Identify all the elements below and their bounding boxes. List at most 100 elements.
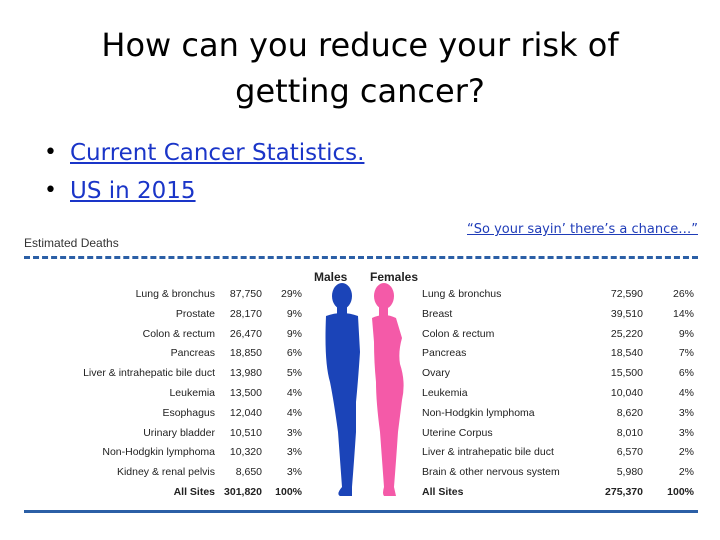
table-row: Esophagus 12,040 4%	[40, 407, 310, 427]
death-percent: 26%	[672, 288, 694, 300]
death-percent: 7%	[678, 347, 694, 360]
total-row: All Sites 275,370 100%	[422, 486, 698, 506]
chart-title: Estimated Deaths	[24, 236, 119, 250]
death-count: 26,470	[229, 327, 262, 340]
table-row: Kidney & renal pelvis 8,650 3%	[40, 466, 310, 486]
death-percent: 3%	[286, 446, 302, 459]
quote-link[interactable]: “So your sayin’ there’s a chance…”	[467, 222, 698, 237]
cancer-site: Esophagus	[162, 406, 215, 419]
table-row: Leukemia 10,040 4%	[422, 387, 698, 407]
bullet-item: • Current Cancer Statistics.	[44, 134, 364, 172]
death-percent: 5%	[286, 367, 302, 380]
death-percent: 3%	[678, 406, 694, 419]
bullet-dot-icon: •	[44, 140, 57, 165]
table-row: Uterine Corpus 8,010 3%	[422, 427, 698, 447]
death-count: 8,650	[235, 466, 262, 479]
cancer-site: Urinary bladder	[143, 426, 215, 439]
cancer-site: Breast	[422, 307, 453, 320]
cancer-site: Pancreas	[170, 347, 215, 360]
female-silhouette-icon	[372, 283, 404, 496]
death-percent: 29%	[280, 288, 302, 300]
death-percent: 6%	[678, 367, 694, 380]
silhouettes-graphic	[325, 283, 404, 496]
bullet-item: • US in 2015	[44, 172, 364, 210]
death-percent: 9%	[286, 307, 302, 320]
death-percent: 100%	[667, 486, 694, 498]
death-count: 10,510	[229, 426, 262, 439]
bullet-dot-icon: •	[44, 178, 57, 203]
death-count: 5,980	[616, 466, 643, 479]
male-silhouette-icon	[325, 283, 360, 496]
table-row: Breast 39,510 14%	[422, 308, 698, 328]
death-count: 13,980	[229, 367, 262, 380]
table-row: Non-Hodgkin lymphoma 10,320 3%	[40, 446, 310, 466]
death-count: 25,220	[610, 327, 643, 340]
current-cancer-statistics-link[interactable]: Current Cancer Statistics.	[70, 140, 365, 166]
death-count: 275,370	[605, 486, 643, 498]
table-row: Pancreas 18,540 7%	[422, 347, 698, 367]
cancer-site: Leukemia	[169, 387, 215, 399]
cancer-site: Pancreas	[422, 347, 467, 360]
cancer-site: Lung & bronchus	[135, 288, 215, 300]
death-percent: 3%	[286, 426, 302, 439]
cancer-site: Colon & rectum	[422, 327, 495, 340]
death-percent: 3%	[678, 426, 694, 439]
table-row: Brain & other nervous system 5,980 2%	[422, 466, 698, 486]
death-count: 10,040	[610, 387, 643, 399]
death-percent: 4%	[286, 387, 302, 399]
cancer-site: Lung & bronchus	[422, 288, 502, 300]
death-count: 12,040	[229, 406, 262, 419]
table-row: Lung & bronchus 72,590 26%	[422, 288, 698, 308]
table-row: Pancreas 18,850 6%	[40, 347, 310, 367]
death-percent: 3%	[286, 466, 302, 479]
death-count: 18,540	[610, 347, 643, 360]
table-row: Lung & bronchus 87,750 29%	[40, 288, 310, 308]
death-count: 28,170	[229, 307, 262, 320]
death-percent: 4%	[286, 406, 302, 419]
table-row: Liver & intrahepatic bile duct 13,980 5%	[40, 367, 310, 387]
death-count: 8,620	[616, 406, 643, 419]
table-row: Ovary 15,500 6%	[422, 367, 698, 387]
cancer-site: All Sites	[173, 486, 215, 498]
females-header: Females	[370, 270, 419, 284]
death-percent: 2%	[678, 446, 694, 459]
cancer-site: Colon & rectum	[142, 327, 215, 340]
death-count: 18,850	[229, 347, 262, 360]
bottom-divider	[24, 510, 698, 513]
dashed-divider	[24, 256, 698, 259]
cancer-site: Ovary	[422, 367, 451, 380]
slide-title: How can you reduce your risk of getting …	[101, 26, 619, 110]
cancer-site: Leukemia	[422, 387, 468, 399]
table-row: Non-Hodgkin lymphoma 8,620 3%	[422, 407, 698, 427]
death-count: 13,500	[229, 387, 262, 399]
death-percent: 9%	[678, 327, 694, 340]
death-percent: 100%	[275, 486, 302, 498]
table-row: Colon & rectum 25,220 9%	[422, 328, 698, 348]
death-count: 72,590	[610, 288, 643, 300]
death-count: 87,750	[229, 288, 262, 300]
table-row: Urinary bladder 10,510 3%	[40, 427, 310, 447]
cancer-site: Prostate	[175, 307, 215, 320]
cancer-site: Uterine Corpus	[422, 426, 493, 439]
death-count: 39,510	[610, 307, 643, 320]
death-count: 10,320	[229, 446, 262, 459]
bullet-list: • Current Cancer Statistics. • US in 201…	[44, 134, 364, 210]
table-row: Liver & intrahepatic bile duct 6,570 2%	[422, 446, 698, 466]
death-percent: 9%	[286, 327, 302, 340]
cancer-site: Kidney & renal pelvis	[116, 466, 215, 479]
cancer-site: Non-Hodgkin lymphoma	[422, 406, 535, 419]
death-count: 8,010	[616, 426, 643, 439]
males-header: Males	[314, 270, 348, 284]
death-percent: 14%	[672, 307, 694, 320]
cancer-site: All Sites	[422, 486, 464, 498]
table-row: Colon & rectum 26,470 9%	[40, 328, 310, 348]
death-percent: 4%	[678, 387, 694, 399]
cancer-site: Liver & intrahepatic bile duct	[422, 446, 554, 459]
death-count: 301,820	[224, 486, 262, 498]
death-count: 6,570	[616, 446, 643, 459]
us-2015-link[interactable]: US in 2015	[70, 178, 196, 204]
death-percent: 2%	[678, 466, 694, 479]
cancer-site: Brain & other nervous system	[422, 466, 560, 479]
table-row: Leukemia 13,500 4%	[40, 387, 310, 407]
total-row: All Sites 301,820 100%	[40, 486, 310, 506]
